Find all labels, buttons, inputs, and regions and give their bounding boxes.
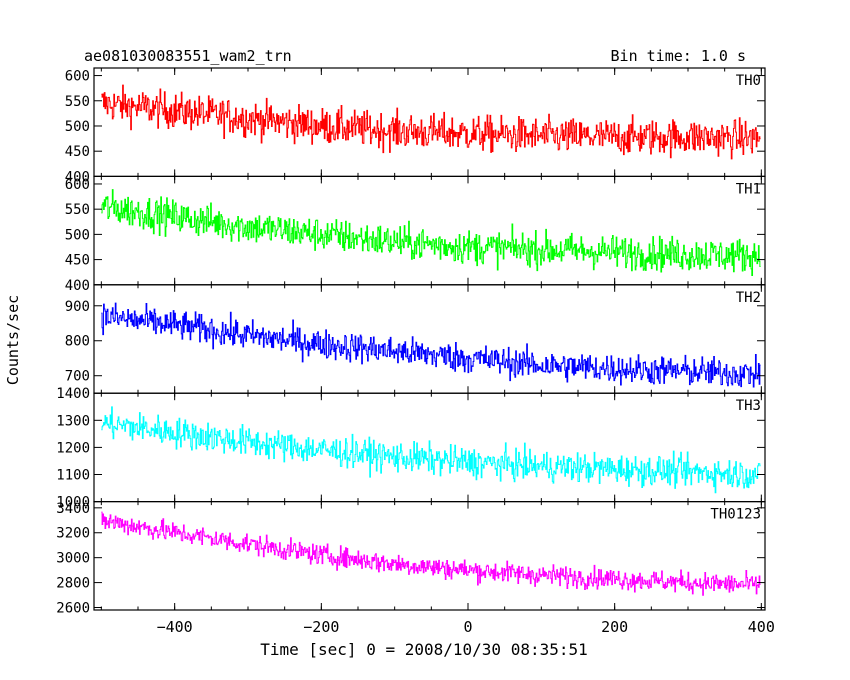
- panel-th1: 400 450 500 550 600 TH1: [65, 175, 766, 294]
- panel-th0: 400 450 500 550 600 TH0: [65, 67, 766, 185]
- series-line-th0: [101, 84, 761, 160]
- y-tick-label: 800: [65, 334, 90, 350]
- panel-label-th3: TH3: [736, 398, 761, 414]
- y-tick-label: 400: [65, 169, 90, 185]
- y-tick-label: 400: [65, 278, 90, 294]
- panel-frame: [93, 67, 766, 178]
- y-tick-label: 1300: [56, 413, 90, 429]
- series-line-th2: [101, 302, 761, 388]
- x-tick-label: 200: [601, 618, 628, 636]
- y-tick-label: 3400: [56, 501, 90, 517]
- y-tick-label: 550: [65, 202, 90, 218]
- y-tick-label: 2800: [56, 576, 90, 592]
- y-tick-label: 1100: [56, 468, 90, 484]
- panel-frame: [93, 175, 766, 286]
- x-tick-label: 400: [748, 618, 775, 636]
- y-tick-label: 1400: [56, 386, 90, 402]
- panel-label-th1: TH1: [736, 181, 761, 197]
- y-tick-label: 1200: [56, 440, 90, 456]
- y-tick-label: 900: [65, 299, 90, 315]
- panel-label-th2: TH2: [736, 290, 761, 306]
- x-tick-label: −400: [157, 618, 193, 636]
- y-tick-label: 600: [65, 69, 90, 85]
- y-tick-label: 1000: [56, 495, 90, 511]
- panel-th0123: 2600 2800 3000 3200 3400 TH0123: [56, 501, 766, 617]
- x-axis-label: Time [sec] 0 = 2008/10/30 08:35:51: [260, 640, 588, 659]
- y-tick-label: 550: [65, 94, 90, 110]
- series-line-th3: [101, 406, 761, 494]
- y-tick-label: 600: [65, 177, 90, 193]
- panel-label-th0: TH0: [736, 73, 761, 89]
- y-tick-label: 450: [65, 253, 90, 269]
- x-tick-label: 0: [463, 618, 472, 636]
- panels-group: 400 450 500 550 600 TH0 400 450 500 550 600 TH1 700 8…: [56, 67, 775, 636]
- y-axis-label: Counts/sec: [4, 295, 22, 385]
- y-tick-label: 3200: [56, 526, 90, 542]
- y-tick-label: 700: [65, 369, 90, 385]
- panel-frame: [93, 501, 766, 611]
- y-tick-label: 500: [65, 119, 90, 135]
- y-tick-label: 3000: [56, 551, 90, 567]
- panel-th3: 1000 1100 1200 1300 1400 TH3: [56, 386, 766, 511]
- chart-title: ae081030083551_wam2_trn: [84, 47, 292, 65]
- panel-label-th0123: TH0123: [710, 507, 761, 523]
- y-tick-label: 2600: [56, 601, 90, 617]
- x-tick-label: −200: [303, 618, 339, 636]
- series-line-th0123: [101, 511, 761, 596]
- y-tick-label: 500: [65, 227, 90, 243]
- series-line-th1: [101, 189, 761, 277]
- bin-time-label: Bin time: 1.0 s: [611, 47, 746, 65]
- y-tick-label: 450: [65, 144, 90, 160]
- panel-th2: 700 800 900 TH2: [65, 284, 766, 394]
